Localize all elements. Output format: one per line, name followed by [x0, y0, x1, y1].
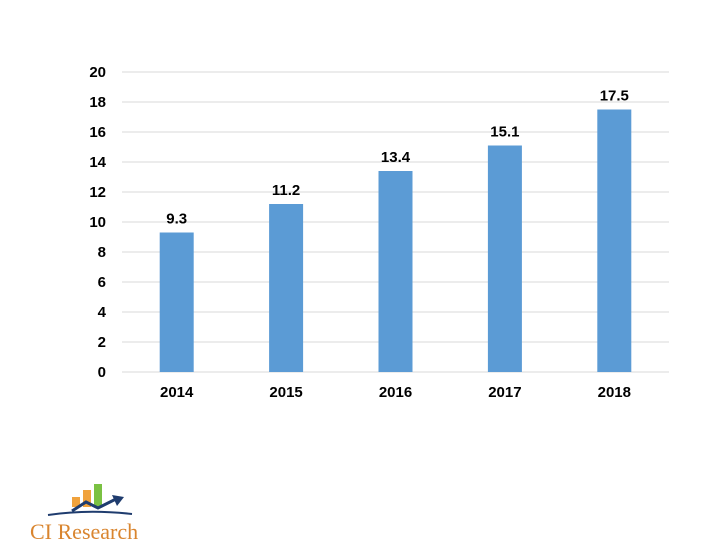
y-tick-label: 14: [89, 154, 106, 171]
bar: [159, 232, 194, 372]
y-tick-label: 0: [98, 364, 106, 381]
ci-research-logo-mark: [47, 484, 133, 516]
y-tick-label: 8: [98, 244, 106, 261]
y-tick-label: 4: [98, 304, 107, 321]
data-label: 13.4: [381, 149, 411, 166]
y-tick-label: 20: [89, 64, 106, 81]
data-label: 17.5: [600, 88, 629, 105]
logo-swoosh: [47, 510, 133, 516]
data-label: 15.1: [490, 124, 519, 141]
data-label: 11.2: [272, 182, 300, 199]
x-tick-label: 2018: [598, 384, 631, 401]
logo-bar-medium: [83, 490, 91, 507]
data-label: 9.3: [166, 211, 187, 228]
logo-bar-tall: [94, 484, 102, 507]
logo-bar-small: [72, 497, 80, 507]
logo-arrow-head: [112, 495, 124, 506]
y-tick-label: 18: [89, 94, 106, 111]
y-tick-label: 2: [98, 334, 106, 351]
bar: [269, 204, 304, 372]
x-tick-label: 2015: [269, 384, 302, 401]
bar: [487, 145, 522, 372]
x-tick-label: 2017: [488, 384, 521, 401]
bar-chart: 0 2 4 6 8 10 12 14 16 18 20 9.3 2014 11.2 2015 13.4 2016…: [89, 64, 669, 401]
y-tick-label: 12: [89, 184, 106, 201]
logo-arrow: [71, 497, 117, 513]
bar: [378, 171, 413, 372]
y-tick-label: 6: [98, 274, 106, 291]
x-tick-label: 2016: [379, 384, 412, 401]
y-tick-label: 10: [89, 214, 106, 231]
bar: [597, 109, 632, 372]
y-tick-label: 16: [89, 124, 106, 141]
x-tick-label: 2014: [160, 384, 194, 401]
logo-text: CI Research: [30, 519, 139, 544]
